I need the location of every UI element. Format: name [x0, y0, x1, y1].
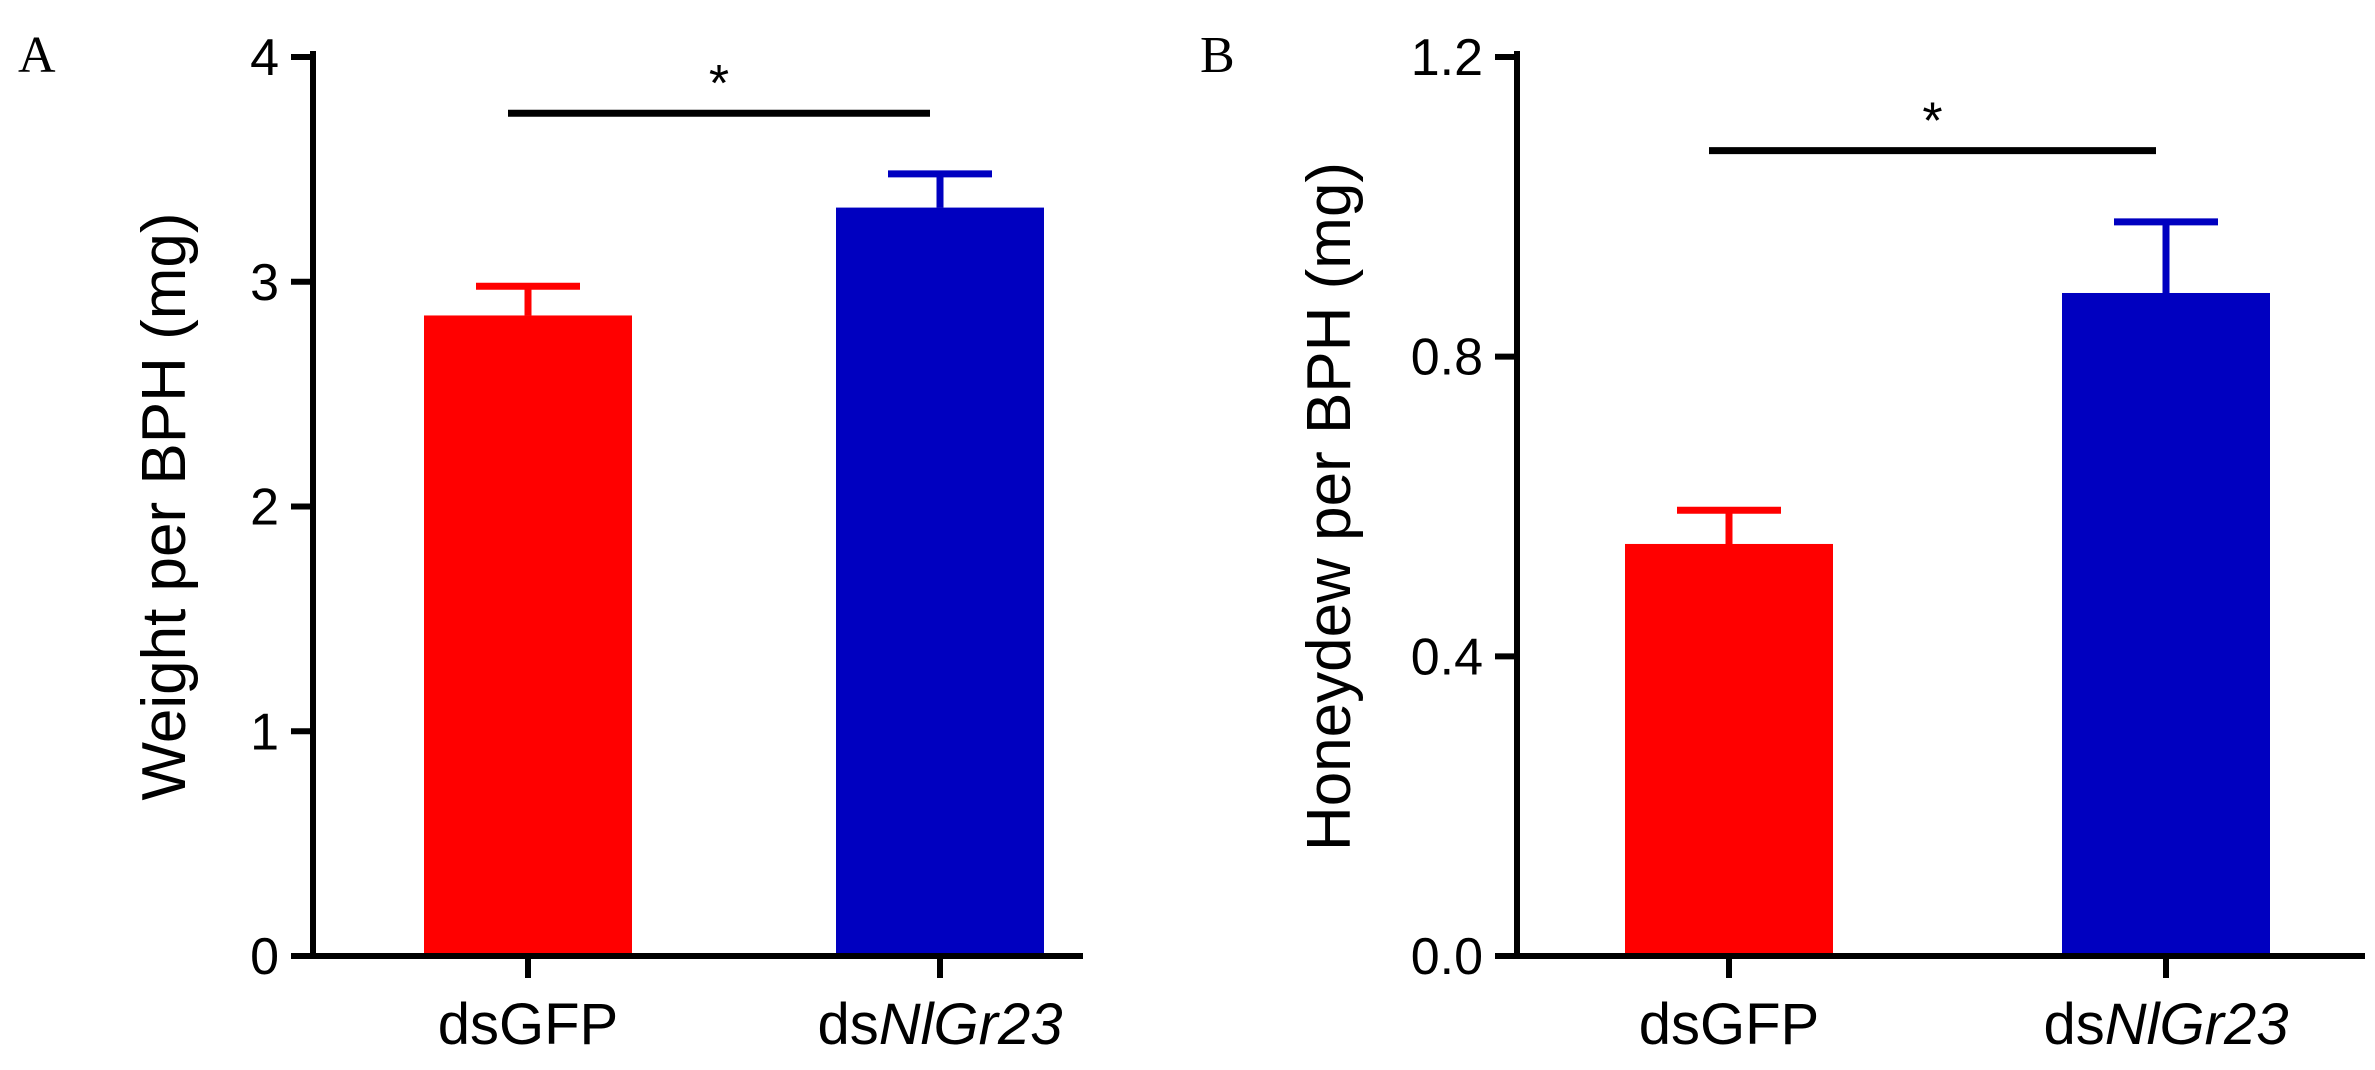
- category-gene: NlGr23: [879, 992, 1063, 1057]
- y-tick-label: 1: [250, 703, 279, 761]
- y-tick-label: 4: [250, 29, 279, 87]
- category-gene: GFP: [1700, 992, 1819, 1057]
- y-tick-label: 3: [250, 254, 279, 312]
- category-gene: NlGr23: [2105, 992, 2289, 1057]
- x-category-label: dsGFP: [1639, 992, 1820, 1057]
- category-prefix: ds: [438, 992, 499, 1057]
- y-tick-label: 0.0: [1411, 928, 1483, 986]
- bar-1: [1625, 543, 1833, 956]
- y-tick-label: 0.8: [1411, 329, 1483, 387]
- y-tick-label: 1.2: [1411, 29, 1483, 87]
- y-tick-label: 2: [250, 479, 279, 537]
- x-category-label: dsGFP: [438, 992, 619, 1057]
- y-tick-label: 0.4: [1411, 628, 1483, 686]
- x-category-label: dsNlGr23: [818, 992, 1063, 1057]
- bar-2: [836, 207, 1044, 956]
- panel-label: B: [1200, 27, 1235, 84]
- x-category-label: dsNlGr23: [2044, 992, 2289, 1057]
- significance-marker: *: [709, 55, 729, 113]
- panel-label: A: [18, 27, 56, 84]
- bar-1: [424, 315, 632, 956]
- category-prefix: ds: [1639, 992, 1700, 1057]
- y-tick-label: 0: [250, 928, 279, 986]
- category-gene: GFP: [499, 992, 618, 1057]
- y-axis-title: Weight per BPH (mg): [130, 212, 199, 800]
- bar-2: [2062, 292, 2270, 956]
- category-prefix: ds: [818, 992, 879, 1057]
- category-prefix: ds: [2044, 992, 2105, 1057]
- y-axis-title: Honeydew per BPH (mg): [1295, 162, 1364, 851]
- significance-marker: *: [1922, 93, 1942, 151]
